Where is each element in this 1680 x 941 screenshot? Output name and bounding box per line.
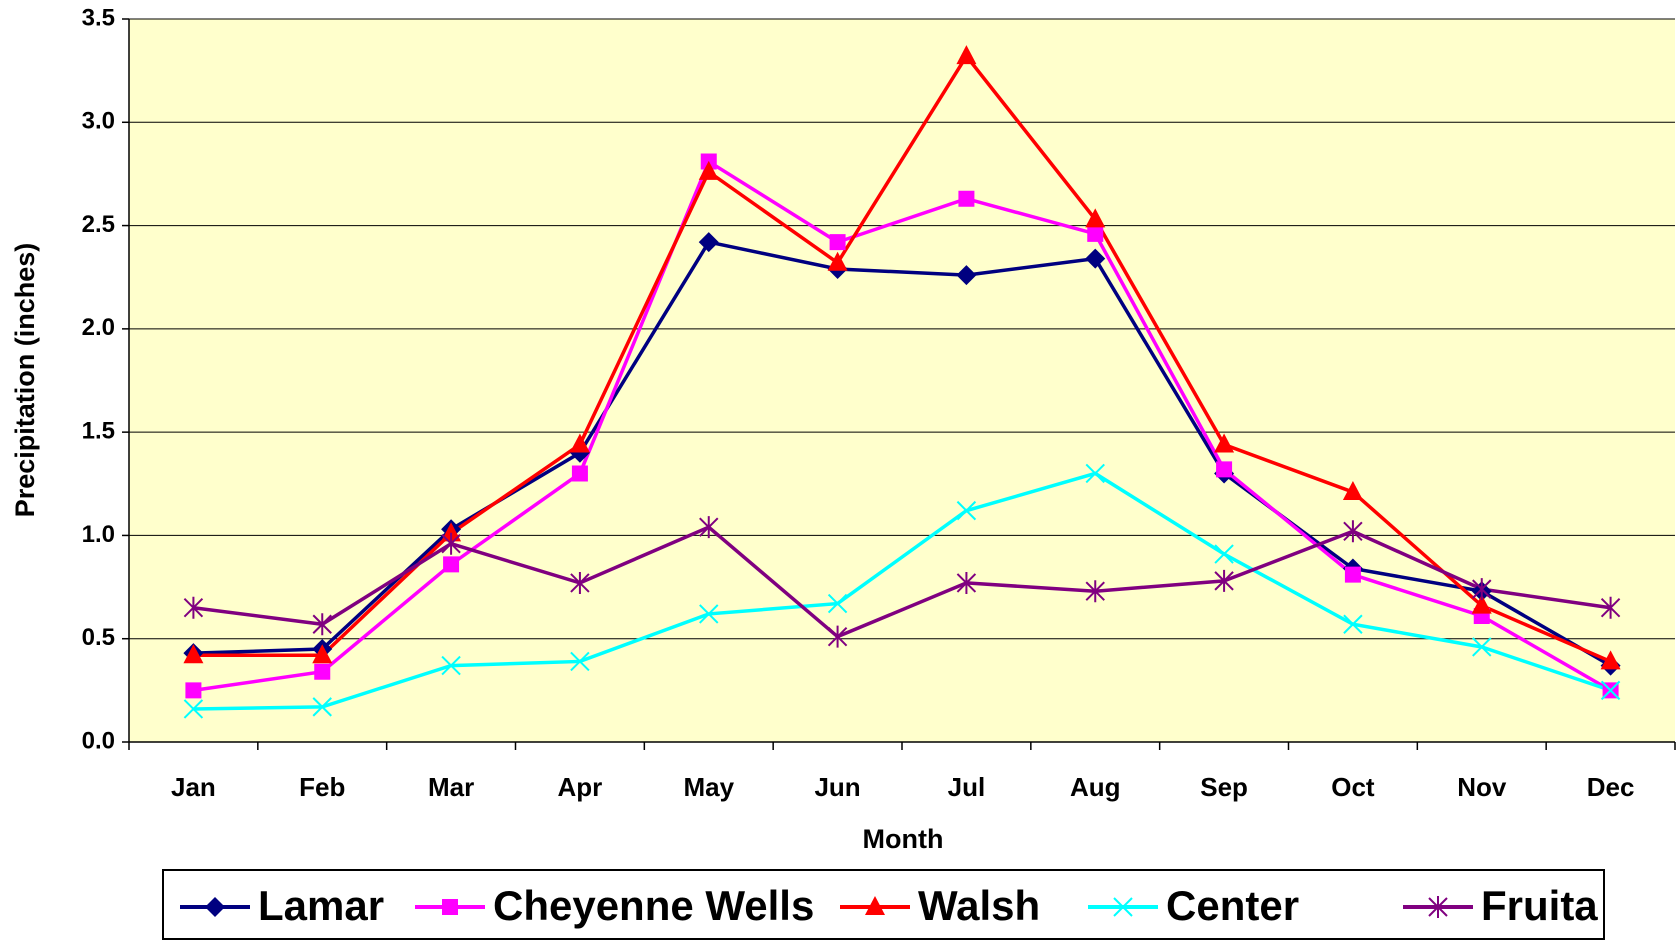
x-tick-label: Dec: [1587, 772, 1635, 802]
series-line: [193, 53, 1612, 664]
y-tick-label: 2.5: [82, 211, 115, 238]
marker: [699, 516, 719, 539]
marker: [827, 251, 848, 271]
marker: [1343, 614, 1363, 634]
legend: [162, 869, 1605, 940]
marker: [183, 644, 204, 664]
marker: [441, 655, 461, 676]
marker: [1600, 680, 1621, 701]
marker: [185, 682, 202, 699]
marker: [570, 651, 590, 672]
x-tick-label: Feb: [299, 772, 345, 802]
marker: [314, 663, 331, 680]
legend-label: Lamar: [258, 882, 384, 929]
marker: [205, 897, 225, 917]
marker: [1113, 897, 1133, 917]
marker: [569, 433, 590, 453]
x-tick-label: May: [683, 772, 734, 802]
marker: [1428, 896, 1448, 918]
marker: [1085, 248, 1106, 269]
marker: [1085, 463, 1105, 484]
marker: [1214, 544, 1234, 564]
series-line: [193, 471, 1612, 711]
marker: [1342, 481, 1363, 501]
legend-label: Fruita: [1481, 882, 1598, 929]
marker: [698, 160, 719, 180]
y-tick-label: 3.5: [82, 4, 115, 31]
marker: [827, 593, 848, 614]
marker: [1214, 433, 1235, 453]
marker: [1087, 225, 1104, 242]
marker: [956, 571, 977, 594]
x-tick-label: Aug: [1070, 772, 1121, 802]
marker: [956, 265, 977, 286]
x-axis-title: Month: [863, 824, 944, 854]
marker: [570, 571, 590, 594]
marker: [1600, 596, 1621, 619]
marker: [571, 465, 588, 482]
marker: [1343, 520, 1363, 543]
series-line: [193, 158, 1612, 693]
plot-area: [129, 19, 1675, 742]
marker: [1344, 566, 1361, 583]
marker: [312, 697, 332, 717]
y-axis-title: Precipitation (inches): [10, 243, 40, 518]
marker: [1471, 594, 1492, 614]
x-tick-label: Jun: [814, 772, 860, 802]
y-tick-label: 1.5: [82, 417, 115, 444]
marker: [441, 532, 461, 555]
series-line: [193, 240, 1612, 668]
x-tick-label: Nov: [1457, 772, 1507, 802]
marker: [441, 522, 462, 542]
marker: [956, 45, 977, 65]
marker: [1216, 461, 1233, 478]
marker: [312, 644, 333, 664]
marker: [1214, 569, 1234, 592]
y-tick-label: 0.5: [82, 624, 115, 651]
marker: [1085, 580, 1105, 603]
marker: [1472, 578, 1492, 601]
marker: [183, 699, 204, 719]
y-tick-label: 2.0: [82, 314, 115, 341]
marker: [442, 899, 458, 915]
marker: [829, 234, 846, 251]
y-tick-label: 0.0: [82, 727, 115, 754]
marker: [183, 596, 204, 619]
legend-label: Walsh: [918, 882, 1040, 929]
marker: [1085, 208, 1106, 228]
marker: [827, 625, 848, 648]
x-tick-label: Mar: [428, 772, 474, 802]
marker: [699, 604, 719, 624]
legend-label: Cheyenne Wells: [493, 882, 814, 929]
marker: [956, 500, 977, 521]
marker: [443, 556, 460, 573]
y-tick-label: 3.0: [82, 108, 115, 135]
x-tick-label: Sep: [1200, 772, 1248, 802]
marker: [1472, 637, 1492, 657]
marker: [1600, 650, 1621, 670]
x-tick-label: Jul: [948, 772, 986, 802]
series-line: [193, 525, 1611, 639]
legend-label: Center: [1166, 882, 1299, 929]
marker: [865, 896, 885, 915]
marker: [958, 190, 975, 207]
x-tick-label: Apr: [558, 772, 603, 802]
x-tick-label: Jan: [171, 772, 216, 802]
x-tick-label: Oct: [1331, 772, 1375, 802]
y-tick-label: 1.0: [82, 521, 115, 548]
marker: [312, 613, 332, 636]
marker: [698, 232, 719, 253]
